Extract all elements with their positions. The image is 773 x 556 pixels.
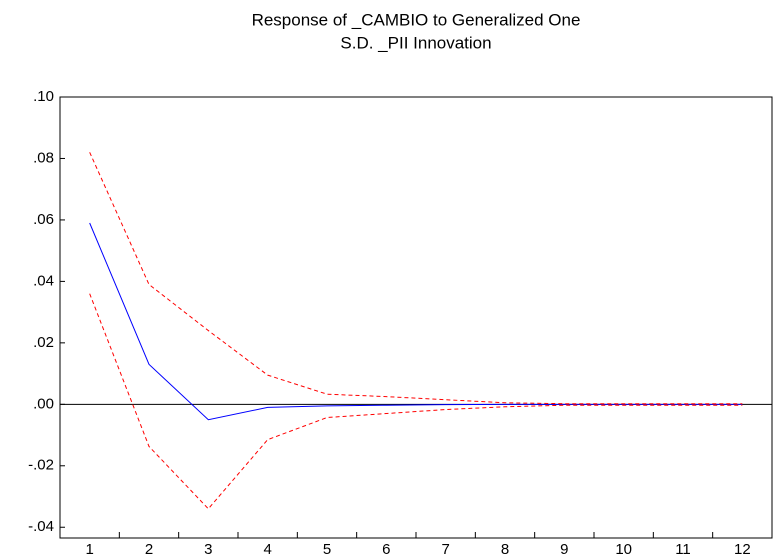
- x-tick-label: 5: [323, 541, 331, 556]
- plot-frame: [59, 96, 773, 539]
- y-tick-label: -.04: [28, 518, 54, 535]
- x-tick-label: 2: [145, 541, 153, 556]
- x-tick-label: 12: [734, 541, 751, 556]
- x-tick-label: 9: [560, 541, 568, 556]
- chart-title: S.D. _PII Innovation: [340, 33, 491, 52]
- x-tick-label: 4: [263, 541, 271, 556]
- series-line: [89, 222, 743, 421]
- series-line: [89, 293, 743, 510]
- y-tick-label: -.02: [28, 457, 54, 474]
- y-tick-label: .08: [33, 149, 54, 166]
- y-tick-label: .04: [33, 272, 54, 289]
- y-tick-label: .00: [33, 395, 54, 412]
- x-tick-label: 3: [204, 541, 212, 556]
- x-tick-label: 7: [441, 541, 449, 556]
- x-tick-label: 11: [675, 541, 691, 556]
- x-tick-label: 1: [85, 541, 93, 556]
- chart-title: Response of _CAMBIO to Generalized One: [252, 10, 581, 29]
- series-line: [89, 152, 743, 405]
- x-tick-label: 8: [501, 541, 509, 556]
- y-tick-label: .02: [33, 334, 54, 351]
- y-tick-label: .10: [33, 88, 54, 105]
- y-tick-label: .06: [33, 211, 54, 228]
- x-tick-label: 6: [382, 541, 390, 556]
- x-tick-label: 10: [615, 541, 632, 556]
